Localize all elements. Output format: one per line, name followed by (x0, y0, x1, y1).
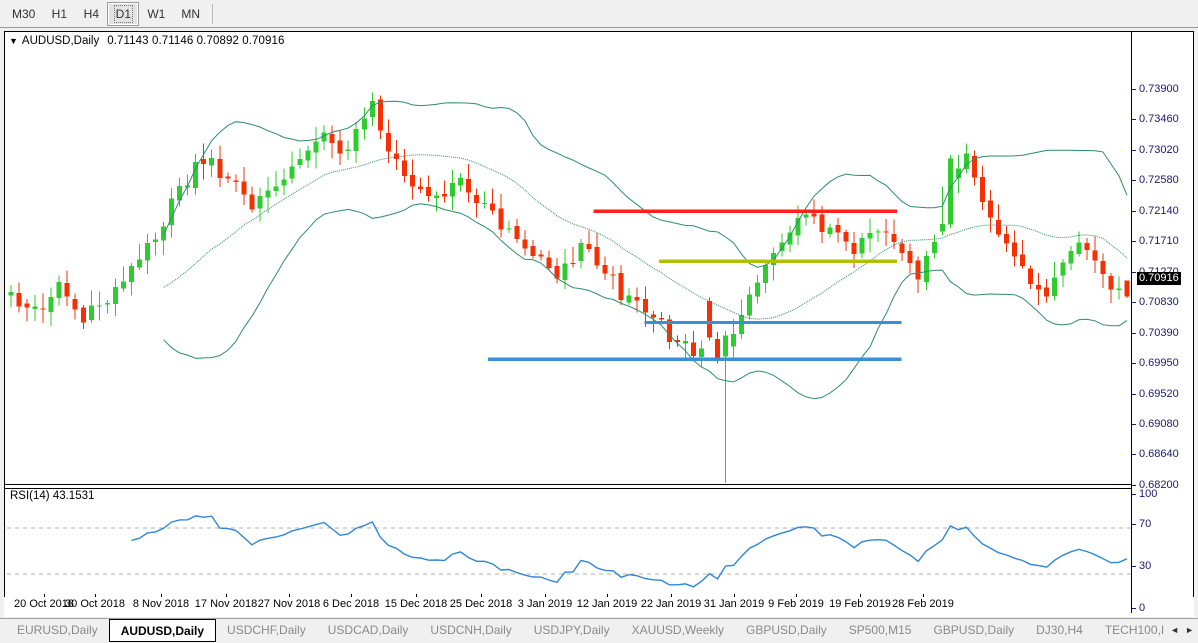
price-tick-label: 0.69080 (1139, 417, 1179, 430)
date-tick-label: 8 Nov 2018 (132, 598, 190, 610)
timeframe-label: H4 (83, 7, 100, 21)
price-tick-label: 0.68640 (1139, 448, 1179, 461)
date-tick-mark (161, 594, 162, 597)
rsi-tick-label: 70 (1139, 518, 1152, 530)
symbol-label: AUDUSD,Daily (21, 35, 100, 47)
tab-scroll-controls[interactable]: ◄ ► (1170, 619, 1198, 640)
timeframe-label: M30 (12, 7, 36, 21)
date-tick-mark (351, 594, 352, 597)
chart-tab-usdcnh-daily[interactable]: USDCNH,Daily (430, 622, 512, 637)
chart-frame[interactable]: ▼ AUDUSD,Daily 0.71143 0.71146 0.70892 0… (4, 31, 1194, 614)
chart-tab-list: EURUSD,Daily AUDUSD,Daily USDCHF,Daily USDC… (0, 619, 1170, 643)
date-tick-mark (289, 594, 290, 597)
date-tick-label: 3 Jan 2019 (517, 598, 573, 610)
rsi-chart-canvas (7, 515, 1131, 588)
date-tick-mark (734, 594, 735, 597)
chart-tab-sp500-m15[interactable]: SP500,M15 (848, 622, 912, 637)
date-tick-label: 12 Jan 2019 (576, 598, 638, 610)
date-tick-mark (226, 594, 227, 597)
timeframe-label: W1 (147, 7, 166, 21)
price-tick-label: 0.71710 (1139, 235, 1179, 248)
timeframe-button-h4[interactable]: H4 (75, 2, 107, 26)
date-tick-label: 19 Feb 2019 (829, 598, 891, 610)
timeframe-button-m30[interactable]: M30 (4, 2, 43, 26)
rsi-tick-label: 30 (1139, 560, 1152, 572)
timeframe-button-group: M30 H1 H4 D1 W1 MN (4, 2, 217, 26)
price-tick-label: 0.72140 (1139, 204, 1179, 217)
chart-tabbar: EURUSD,Daily AUDUSD,Daily USDCHF,Daily USDC… (0, 618, 1198, 643)
price-tick-label: 0.73900 (1139, 83, 1179, 95)
date-tick-label: 6 Dec 2018 (322, 598, 380, 610)
timeframe-button-w1[interactable]: W1 (139, 2, 173, 26)
current-price-badge: 0.70916 (1137, 272, 1181, 285)
price-pane[interactable]: ▼ AUDUSD,Daily 0.71143 0.71146 0.70892 0… (5, 32, 1193, 484)
date-tick-mark (923, 594, 924, 597)
timeframe-label: H1 (51, 7, 68, 21)
timeframe-toolbar: M30 H1 H4 D1 W1 MN (0, 0, 1198, 28)
date-tick-label: 22 Jan 2019 (640, 598, 702, 610)
date-tick-label: 28 Feb 2019 (892, 598, 954, 610)
chart-tab-dj30-h4[interactable]: DJ30,H4 (1036, 622, 1083, 637)
rsi-line (131, 515, 1128, 588)
chart-tab-audusd-daily[interactable]: AUDUSD,Daily (108, 619, 217, 642)
date-tick-mark (545, 594, 546, 597)
timeframe-button-mn[interactable]: MN (173, 2, 208, 26)
price-chart-canvas (8, 92, 1130, 483)
symbol-header: ▼ AUDUSD,Daily 0.71143 0.71146 0.70892 0… (9, 35, 285, 47)
trendline-group[interactable] (488, 209, 902, 361)
price-tick-label: 0.69520 (1139, 387, 1179, 400)
chart-tab-usdjpy-daily[interactable]: USDJPY,Daily (533, 622, 610, 637)
date-tick-label: 27 Nov 2018 (257, 598, 321, 610)
price-tick-label: 0.70390 (1139, 326, 1179, 339)
timeframe-button-h1[interactable]: H1 (43, 2, 75, 26)
chart-tab-tech100-i[interactable]: TECH100,I (1104, 622, 1165, 637)
tab-scroll-right-icon[interactable]: ► (1185, 624, 1194, 635)
chart-tab-usdchf-daily[interactable]: USDCHF,Daily (227, 622, 306, 637)
rsi-pane[interactable]: RSI(14) 43.1531 (5, 488, 1193, 613)
candlestick-series (8, 92, 1130, 483)
date-tick-label: 31 Jan 2019 (703, 598, 765, 610)
timeframe-button-d1[interactable]: D1 (107, 2, 140, 26)
date-tick-label: 25 Dec 2018 (449, 598, 513, 610)
chart-tab-gbpusd-daily[interactable]: GBPUSD,Daily (746, 622, 827, 637)
price-tick-label: 0.70830 (1139, 296, 1179, 309)
price-tick-label: 0.73460 (1139, 113, 1179, 126)
date-tick-mark (671, 594, 672, 597)
collapse-arrow-icon[interactable]: ▼ (9, 35, 18, 46)
price-tick-label: 0.73020 (1139, 143, 1179, 156)
price-scale[interactable]: 0.73900 0.73460 0.73020 0.72580 0.72140 0.717… (1131, 32, 1193, 614)
tab-scroll-left-icon[interactable]: ◄ (1170, 624, 1180, 635)
date-tick-mark (860, 594, 861, 597)
chart-tab-xauusd-weekly[interactable]: XAUUSD,Weekly (631, 622, 725, 637)
timeframe-label: D1 (113, 5, 134, 23)
date-tick-label: 17 Nov 2018 (194, 598, 258, 610)
price-tick-label: 0.68200 (1139, 478, 1179, 491)
date-tick-mark (95, 594, 96, 597)
toolbar-separator (212, 4, 214, 24)
date-tick-mark (796, 594, 797, 597)
date-tick-label: 15 Dec 2018 (384, 598, 448, 610)
date-tick-label: 9 Feb 2019 (768, 598, 824, 610)
chart-tab-eurusd-daily[interactable]: EURUSD,Daily (17, 622, 98, 637)
timeframe-label: MN (181, 7, 201, 21)
date-tick-label: 20 Oct 2018 (14, 598, 74, 610)
chart-tab-usdcad-daily[interactable]: USDCAD,Daily (327, 622, 409, 637)
price-tick-label: 0.69950 (1139, 357, 1179, 370)
date-tick-mark (44, 594, 45, 597)
price-tick-label: 0.72580 (1139, 174, 1179, 187)
date-tick-mark (481, 594, 482, 597)
rsi-tick-label: 0 (1139, 602, 1146, 614)
date-tick-label: 30 Oct 2018 (65, 598, 125, 610)
rsi-label: RSI(14) 43.1531 (10, 490, 95, 502)
chart-tab-gbpusd-daily[interactable]: GBPUSD,Daily (933, 622, 1015, 637)
date-tick-mark (607, 594, 608, 597)
date-tick-mark (416, 594, 417, 597)
ohlc-quotes: 0.71143 0.71146 0.70892 0.70916 (107, 35, 285, 47)
rsi-tick-label: 100 (1139, 488, 1158, 500)
date-axis: 20 Oct 2018 30 Oct 2018 8 Nov 2018 17 Nov 2… (4, 594, 1194, 617)
pane-divider (5, 484, 1193, 489)
